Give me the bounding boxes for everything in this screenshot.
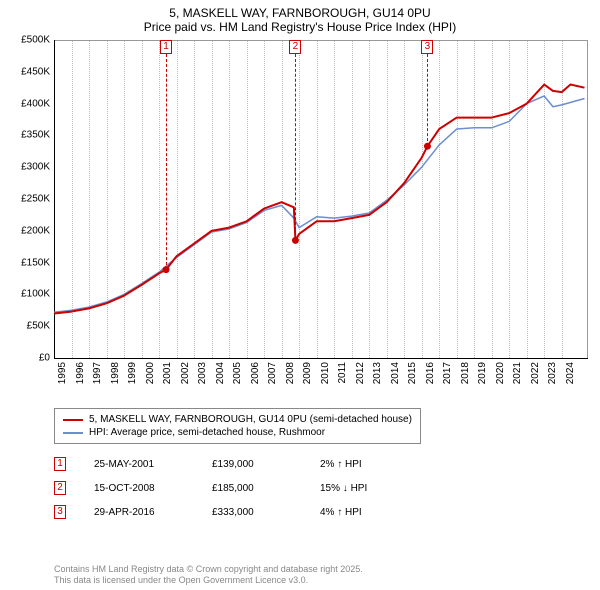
- y-tick-label: £250K: [10, 194, 50, 205]
- marker-vline: [166, 54, 167, 270]
- x-tick-label: 2001: [162, 362, 173, 384]
- sales-date: 29-APR-2016: [94, 507, 184, 518]
- x-tick-label: 2007: [267, 362, 278, 384]
- legend-row: HPI: Average price, semi-detached house,…: [63, 426, 412, 439]
- x-tick-label: 2023: [547, 362, 558, 384]
- legend-label: HPI: Average price, semi-detached house,…: [89, 427, 325, 438]
- x-tick-label: 2024: [565, 362, 576, 384]
- marker-box: 2: [289, 40, 301, 54]
- sales-date: 25-MAY-2001: [94, 459, 184, 470]
- y-tick-label: £50K: [10, 321, 50, 332]
- legend-label: 5, MASKELL WAY, FARNBOROUGH, GU14 0PU (s…: [89, 414, 412, 425]
- x-tick-label: 2003: [197, 362, 208, 384]
- x-tick-label: 2008: [285, 362, 296, 384]
- y-tick-label: £100K: [10, 289, 50, 300]
- y-tick-label: £200K: [10, 225, 50, 236]
- sales-marker: 1: [54, 457, 66, 471]
- x-tick-label: 2004: [215, 362, 226, 384]
- y-tick-label: £350K: [10, 130, 50, 141]
- sales-row: 2 15-OCT-2008 £185,000 15% ↓ HPI: [54, 476, 400, 500]
- legend-row: 5, MASKELL WAY, FARNBOROUGH, GU14 0PU (s…: [63, 413, 412, 426]
- x-axis: [54, 358, 588, 359]
- x-tick-label: 1995: [57, 362, 68, 384]
- footer-attribution: Contains HM Land Registry data © Crown c…: [54, 564, 590, 587]
- legend-swatch: [63, 432, 83, 434]
- marker-vline: [295, 54, 296, 240]
- y-tick-label: £0: [10, 353, 50, 364]
- x-tick-label: 2000: [145, 362, 156, 384]
- sales-table: 1 25-MAY-2001 £139,000 2% ↑ HPI 2 15-OCT-2008…: [54, 452, 400, 524]
- marker-box: 3: [421, 40, 433, 54]
- x-tick-label: 2018: [460, 362, 471, 384]
- legend-swatch: [63, 419, 83, 421]
- sales-row: 3 29-APR-2016 £333,000 4% ↑ HPI: [54, 500, 400, 524]
- sales-date: 15-OCT-2008: [94, 483, 184, 494]
- x-tick-label: 2013: [372, 362, 383, 384]
- x-tick-label: 2015: [407, 362, 418, 384]
- x-tick-label: 2019: [477, 362, 488, 384]
- footer-line1: Contains HM Land Registry data © Crown c…: [54, 564, 590, 575]
- y-tick-label: £400K: [10, 98, 50, 109]
- x-tick-label: 2005: [232, 362, 243, 384]
- chart-title: 5, MASKELL WAY, FARNBOROUGH, GU14 0PU Pr…: [0, 0, 600, 34]
- x-tick-label: 2021: [512, 362, 523, 384]
- x-tick-label: 1996: [75, 362, 86, 384]
- x-tick-label: 2020: [495, 362, 506, 384]
- x-tick-label: 2016: [425, 362, 436, 384]
- x-tick-label: 2012: [355, 362, 366, 384]
- x-tick-label: 2009: [302, 362, 313, 384]
- x-tick-label: 2014: [390, 362, 401, 384]
- marker-vline: [427, 54, 428, 146]
- x-tick-label: 2006: [250, 362, 261, 384]
- chart-lines: [54, 40, 588, 358]
- y-tick-label: £150K: [10, 257, 50, 268]
- sales-delta: 15% ↓ HPI: [320, 483, 400, 494]
- x-tick-label: 1998: [110, 362, 121, 384]
- legend: 5, MASKELL WAY, FARNBOROUGH, GU14 0PU (s…: [54, 408, 421, 444]
- x-tick-label: 2017: [442, 362, 453, 384]
- sales-price: £185,000: [212, 483, 292, 494]
- y-tick-label: £500K: [10, 35, 50, 46]
- sales-marker: 3: [54, 505, 66, 519]
- marker-box: 1: [160, 40, 172, 54]
- sales-price: £139,000: [212, 459, 292, 470]
- sales-delta: 2% ↑ HPI: [320, 459, 400, 470]
- y-tick-label: £450K: [10, 66, 50, 77]
- x-tick-label: 2022: [530, 362, 541, 384]
- footer-line2: This data is licensed under the Open Gov…: [54, 575, 590, 586]
- x-tick-label: 2011: [337, 362, 348, 384]
- sales-row: 1 25-MAY-2001 £139,000 2% ↑ HPI: [54, 452, 400, 476]
- title-line1: 5, MASKELL WAY, FARNBOROUGH, GU14 0PU: [0, 6, 600, 20]
- sales-delta: 4% ↑ HPI: [320, 507, 400, 518]
- sales-price: £333,000: [212, 507, 292, 518]
- x-tick-label: 2002: [180, 362, 191, 384]
- sales-marker: 2: [54, 481, 66, 495]
- title-line2: Price paid vs. HM Land Registry's House …: [0, 20, 600, 34]
- x-tick-label: 1997: [92, 362, 103, 384]
- x-tick-label: 1999: [127, 362, 138, 384]
- x-tick-label: 2010: [320, 362, 331, 384]
- chart-area: £0 £50K £100K £150K £200K £250K £300K £350K £400…: [10, 40, 590, 400]
- y-tick-label: £300K: [10, 162, 50, 173]
